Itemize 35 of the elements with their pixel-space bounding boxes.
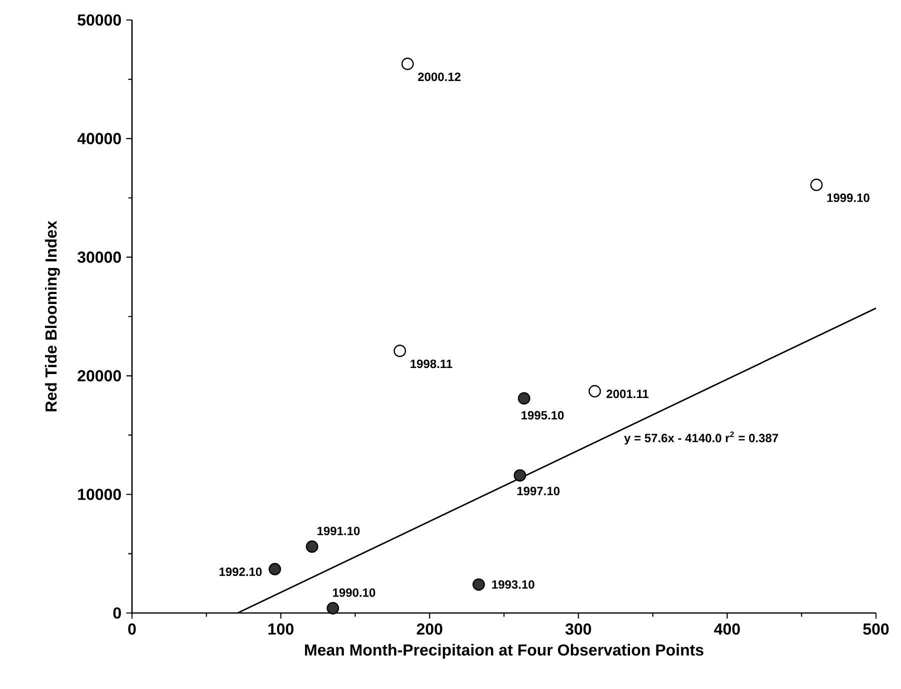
point [514,469,526,482]
point [588,385,601,398]
y-tick-label: 50000 [78,14,121,26]
x-tick-label: 400 [714,623,740,635]
point [810,178,823,192]
annotation: 1999.10 [827,194,870,202]
point [394,344,406,358]
y-tick-label: 40000 [77,132,121,144]
point [268,562,282,576]
y-tick-label: 10000 [78,488,121,500]
annotation: 1995.10 [522,411,564,420]
y-tick-label: 0 [113,607,121,619]
annotation: 1998.11 [410,360,452,368]
annotation: 1992.10 [220,568,262,576]
x-tick-label: 0 [128,623,136,635]
x-tick-label: 300 [565,623,592,635]
annotation: 1990.10 [333,588,376,597]
point [472,578,485,591]
y-tick-label: 20000 [78,370,121,382]
point [326,602,340,614]
x-axis-title: Mean Month-Precipitaion at Four Observation Points [305,644,704,659]
annotation: y = 57.6x - 4140.0 r$^{2}$ = 0.387 [624,431,778,445]
annotation: 1991.10 [318,526,360,536]
annotation: 2001.11 [606,390,649,398]
point [306,540,318,553]
y-tick-label: 30000 [77,252,121,263]
point [518,392,530,405]
point [401,58,414,70]
annotation: 2000.12 [418,72,461,82]
x-tick-label: 100 [268,623,294,635]
annotation: 1993.10 [492,580,534,589]
x-tick-label: 200 [416,623,442,635]
x-tick-label: 500 [863,623,889,635]
y-axis-title: Red Tide Blooming Index [44,220,60,412]
annotation: 1997.10 [517,486,560,496]
